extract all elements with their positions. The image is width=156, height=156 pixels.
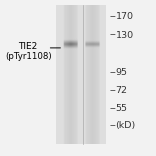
Text: --: --	[109, 31, 116, 40]
Text: TIE2: TIE2	[18, 41, 38, 51]
Text: --: --	[109, 121, 116, 130]
Text: 55: 55	[115, 104, 127, 113]
Text: --: --	[109, 104, 116, 113]
Text: (kD): (kD)	[115, 121, 136, 130]
Text: --: --	[109, 12, 116, 21]
Text: --: --	[109, 86, 116, 95]
Text: 95: 95	[115, 68, 127, 77]
Text: (pTyr1108): (pTyr1108)	[5, 52, 51, 61]
Text: --: --	[109, 68, 116, 77]
Text: 130: 130	[115, 31, 134, 40]
Text: 170: 170	[115, 12, 133, 21]
Text: 72: 72	[115, 86, 127, 95]
